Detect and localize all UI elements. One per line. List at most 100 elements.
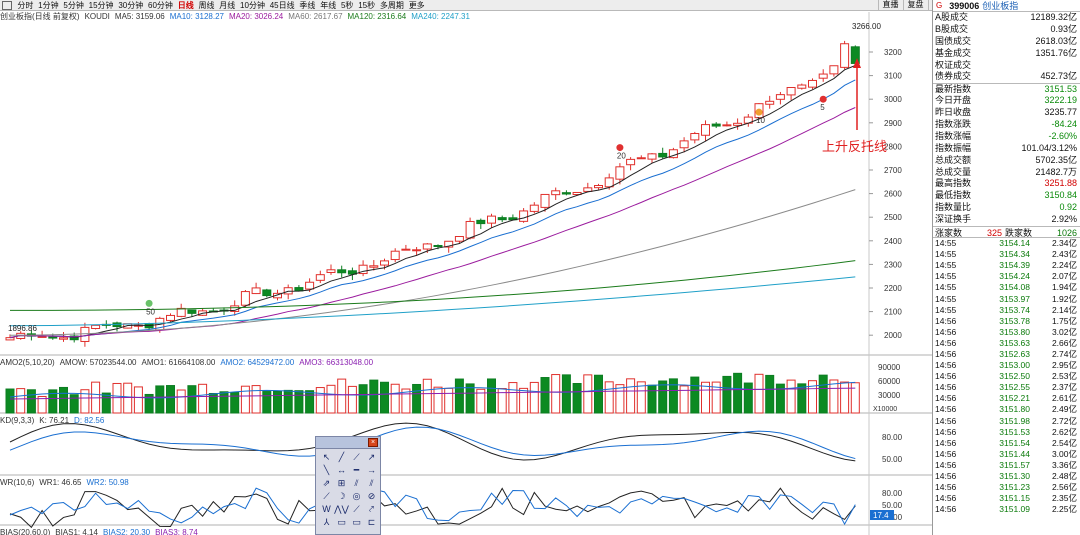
chart-area[interactable]: 3200 3100 3000 2900 2800 2700 2600 2500 2400 2300…: [0, 12, 932, 535]
drawing-tool[interactable]: ╱: [338, 452, 345, 462]
volume-bar: [701, 381, 710, 414]
cursor-value-box: [870, 510, 894, 520]
tick-list[interactable]: 14:55 3154.14 2.34亿 14:55 3154.34 2.43亿 14:55 3…: [933, 238, 1080, 515]
kline-chart[interactable]: 3200 3100 3000 2900 2800 2700 2600 2500 2400 2300…: [0, 12, 932, 535]
timeframe-tab[interactable]: 5分钟: [63, 0, 84, 10]
stat-label: 债券成交: [935, 71, 972, 82]
volume-bar: [390, 383, 400, 414]
drawing-tool[interactable]: ↖: [322, 452, 331, 462]
price-tick-label: 2400: [884, 237, 902, 246]
tick-row: 14:55 3154.34 2.43亿: [933, 249, 1080, 260]
stat-row: 今日开盘 3222.19: [933, 95, 1080, 107]
tick-time: 14:56: [935, 404, 957, 415]
tool-button[interactable]: 直播: [877, 0, 903, 11]
drawing-tool[interactable]: ⅄: [323, 517, 330, 527]
tick-volume: 2.35亿: [1051, 493, 1077, 504]
tick-volume: 1.92亿: [1051, 293, 1077, 304]
tick-volume: 2.49亿: [1051, 404, 1077, 415]
tick-row: 14:56 3151.15 2.35亿: [933, 493, 1080, 504]
drawing-tool[interactable]: ⋀⋁: [334, 504, 349, 514]
drawing-tool[interactable]: ⊘: [367, 491, 376, 501]
candle: [519, 208, 529, 223]
tick-row: 14:55 3154.14 2.34亿: [933, 238, 1080, 249]
drawing-tool[interactable]: ▭: [337, 517, 346, 527]
volume-bar: [347, 385, 357, 414]
top-toolbar: 分时 1分钟 5分钟 15分钟 30分钟 60分钟 日线 周线 月线 10分钟 45日线 季线 年线 5秒…: [0, 0, 1080, 11]
drawing-tool[interactable]: →: [367, 465, 376, 475]
close-icon[interactable]: ×: [368, 438, 378, 447]
volume-bar: [690, 376, 700, 414]
drawing-tool[interactable]: ⟋: [353, 452, 360, 462]
palette-titlebar[interactable]: ×: [316, 437, 380, 449]
timeframe-tab[interactable]: 周线: [198, 0, 215, 10]
drawing-tool[interactable]: W: [322, 504, 331, 514]
candle: [412, 247, 422, 256]
drawing-tool[interactable]: ☽: [337, 491, 346, 501]
volume-bar: [380, 381, 389, 414]
drawing-tool[interactable]: ▭: [352, 517, 361, 527]
tick-price: 3153.80: [999, 326, 1030, 337]
timeframe-tab[interactable]: 15分钟: [88, 0, 114, 10]
volume-bar: [219, 391, 229, 414]
tick-row: 14:55 3154.24 2.07亿: [933, 271, 1080, 282]
drawing-tool[interactable]: ⊏: [367, 517, 376, 527]
tool-button[interactable]: 复盘: [902, 0, 928, 11]
drawing-tool[interactable]: ⇗: [322, 478, 331, 488]
candle: [583, 182, 593, 192]
drawing-tool[interactable]: ⟋: [353, 504, 360, 514]
candle: [476, 218, 486, 229]
timeframe-tab[interactable]: 15秒: [358, 0, 376, 10]
timeframe-tab[interactable]: 多周期: [379, 0, 404, 10]
timeframe-tab[interactable]: 日线: [177, 0, 194, 10]
drawing-tool[interactable]: ⊞: [337, 478, 346, 488]
tick-volume: 2.56亿: [1051, 482, 1077, 493]
drawing-tool[interactable]: ⫽: [354, 478, 359, 488]
candle: [401, 244, 411, 251]
timeframe-tab[interactable]: 45日线: [269, 0, 295, 10]
timeframe-tab[interactable]: 更多: [408, 0, 425, 10]
drawing-tool[interactable]: ⟋: [323, 491, 330, 501]
timeframe-tab[interactable]: 60分钟: [148, 0, 173, 10]
timeframe-tab[interactable]: 年线: [320, 0, 337, 10]
drawing-tools-palette[interactable]: × ↖ ╱ ⟋ ↗ ╲ ↔ ━ → ⇗ ⊞ ⫽ ⫽ ⟋ ☽ ◎ ⊘ W ⋀⋁ ⟋ ⤤ ⅄ ▭ ▭ ⊏: [315, 436, 381, 535]
drawing-tool[interactable]: ⫽: [369, 478, 374, 488]
panel-header: G 399006 创业板指: [933, 0, 1080, 12]
volume-bar: [797, 383, 807, 414]
drawing-tool[interactable]: ━: [353, 465, 360, 475]
timeframe-tab[interactable]: 10分钟: [240, 0, 265, 10]
chart-title: 创业板指(日线 前复权): [0, 12, 80, 21]
timeframe-tab[interactable]: 季线: [299, 0, 316, 10]
volume-bar: [561, 374, 571, 414]
tick-price: 3154.24: [999, 271, 1030, 282]
volume-bar: [294, 390, 304, 414]
timeframe-tab[interactable]: 分时: [17, 0, 34, 10]
tick-row: 14:55 3154.08 1.94亿: [933, 282, 1080, 293]
timeframe-tab[interactable]: 30分钟: [118, 0, 144, 10]
timeframe-tab[interactable]: 月线: [219, 0, 236, 10]
ma5-line: [9, 65, 856, 339]
timeframe-tab[interactable]: 5秒: [340, 0, 354, 10]
candle: [711, 122, 721, 129]
quote-panel: G 399006 创业板指 A股成交 12189.32亿 B股成交 0.93亿 国债成交…: [932, 0, 1080, 535]
drawing-tool[interactable]: ⤤: [368, 504, 375, 514]
candle: [487, 213, 496, 229]
drawing-tool[interactable]: ↗: [367, 452, 376, 462]
candle: [808, 78, 817, 90]
tick-row: 14:56 3152.50 2.53亿: [933, 371, 1080, 382]
volume-bar: [850, 382, 860, 414]
amo-tick-label: 90000: [878, 363, 901, 372]
tick-row: 14:56 3152.55 2.37亿: [933, 382, 1080, 393]
tick-price: 3152.21: [999, 393, 1030, 404]
drawing-tool[interactable]: ◎: [352, 491, 361, 501]
menu-icon[interactable]: [2, 1, 12, 10]
tick-time: 14:56: [935, 382, 957, 393]
price-tick-label: 2200: [884, 284, 902, 293]
drawing-tool[interactable]: ↔: [337, 465, 346, 475]
timeframe-tab[interactable]: 1分钟: [38, 0, 59, 10]
tick-time: 14:55: [935, 304, 957, 315]
stat-row: 最低指数 3150.84: [933, 190, 1080, 202]
price-tick-label: 2100: [884, 308, 902, 317]
drawing-tool[interactable]: ╲: [323, 465, 330, 475]
wr2-line: [9, 487, 856, 526]
